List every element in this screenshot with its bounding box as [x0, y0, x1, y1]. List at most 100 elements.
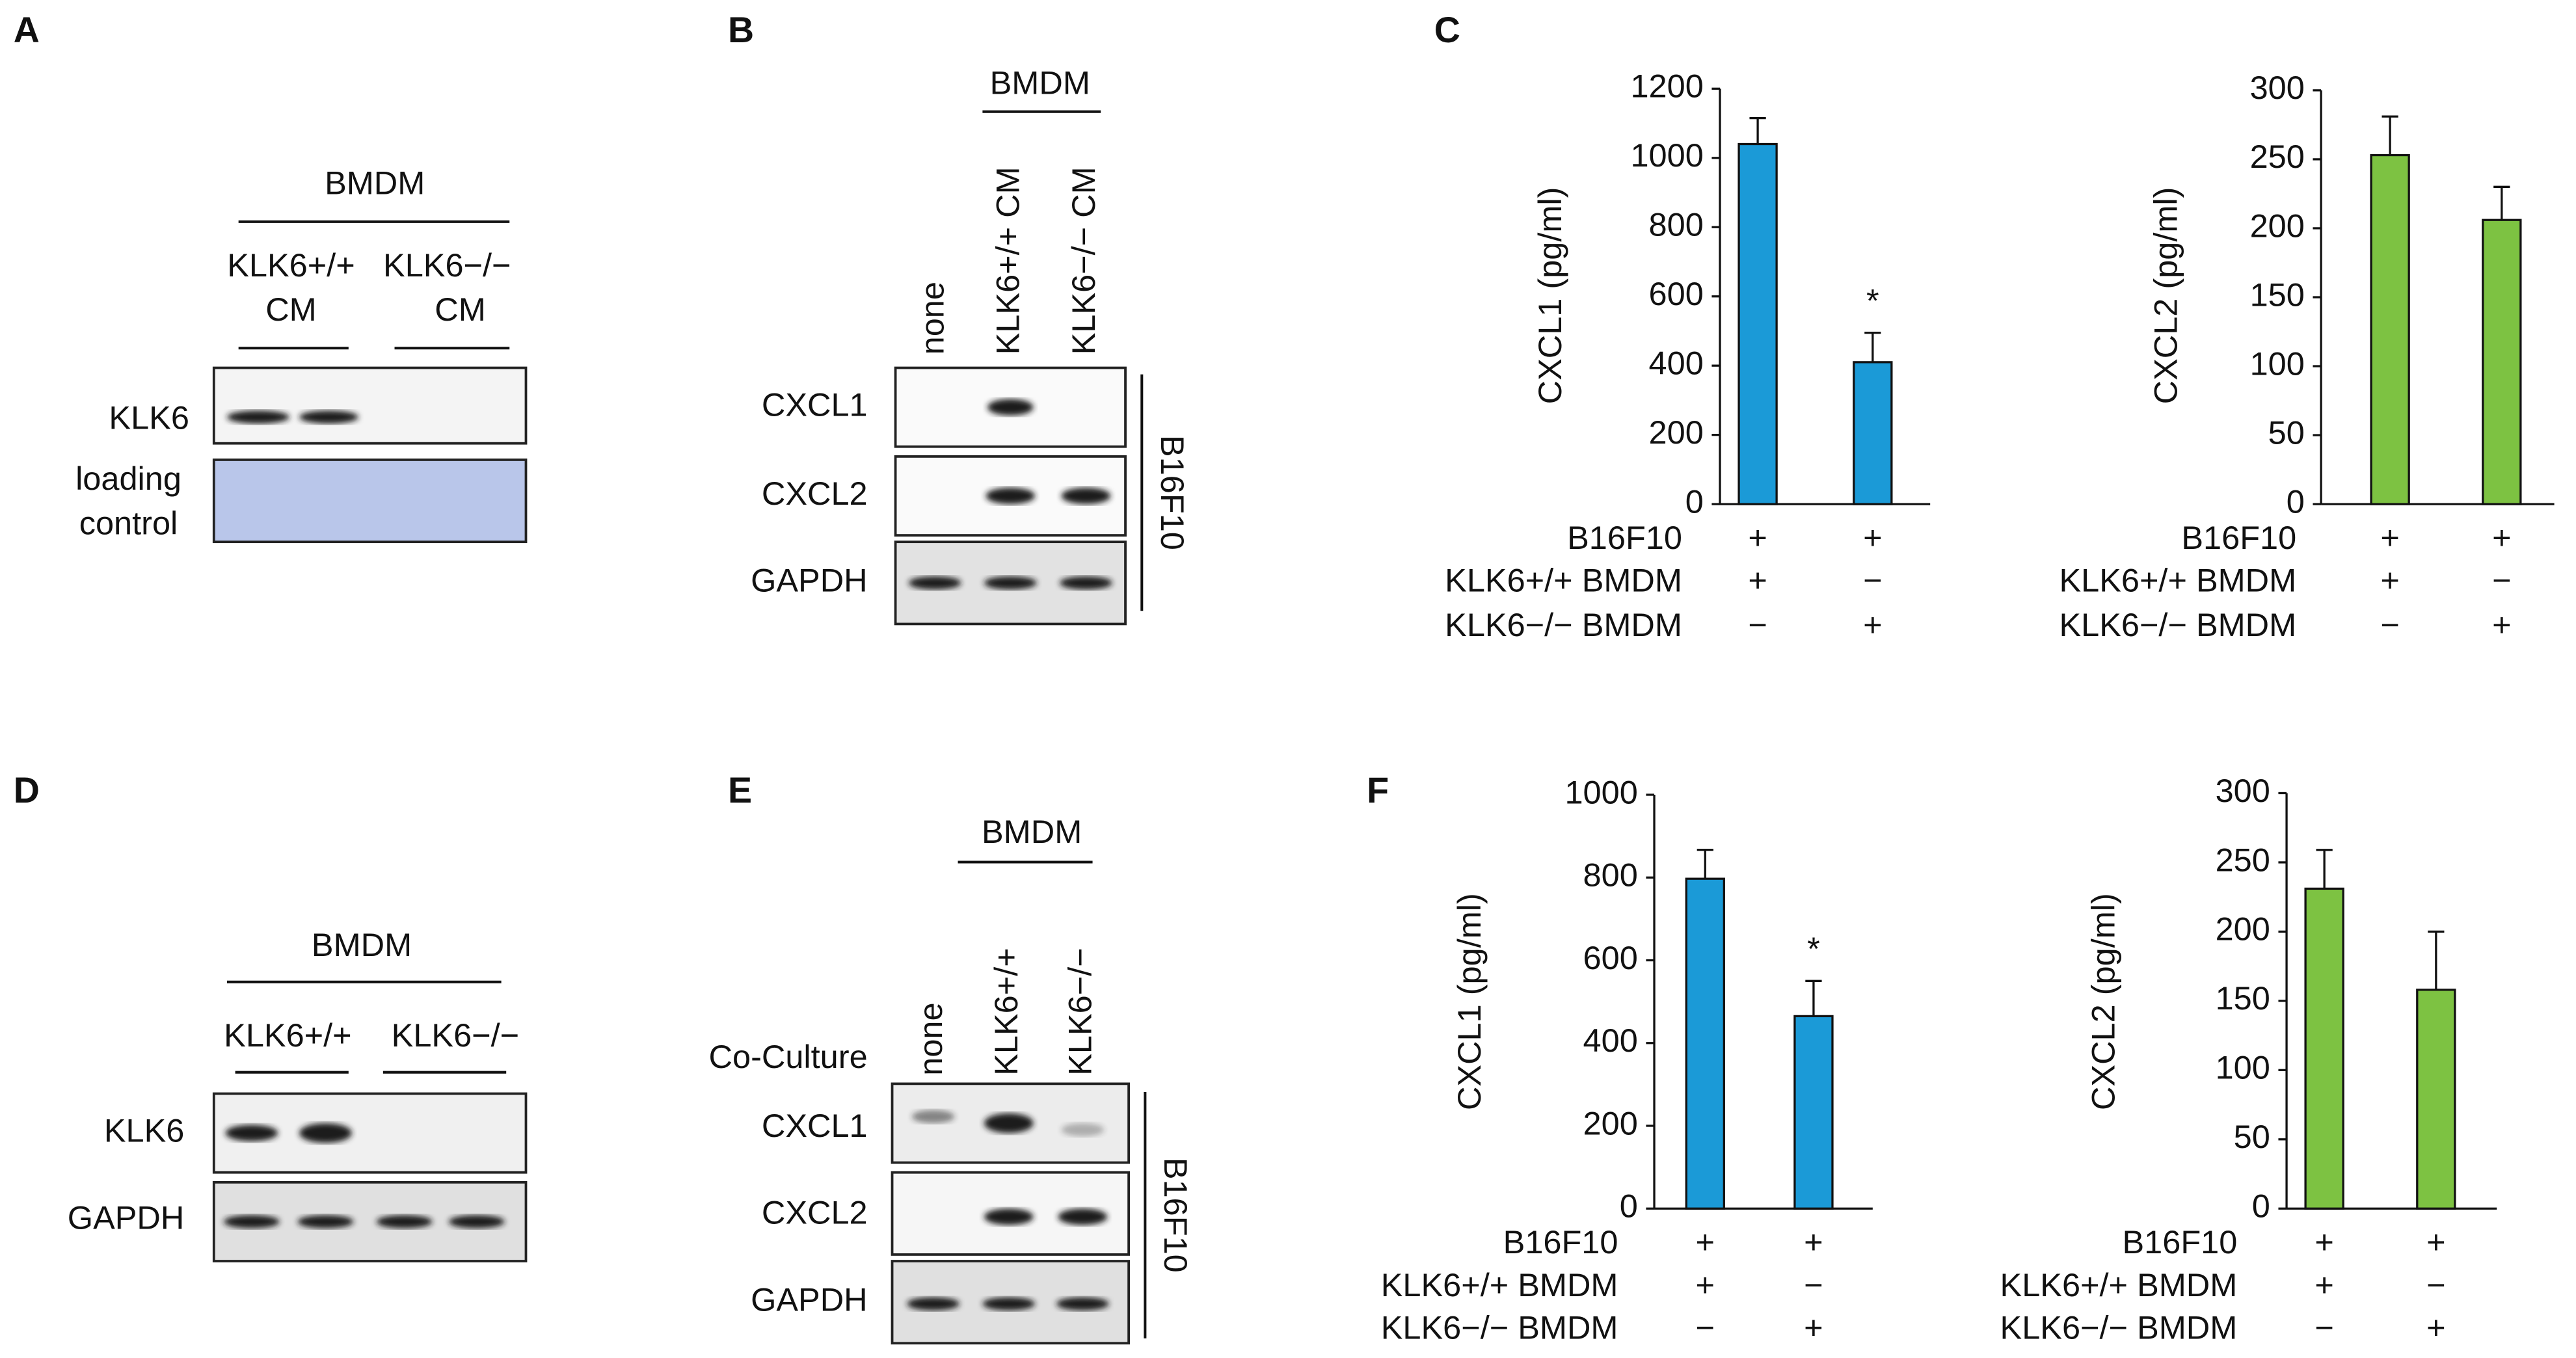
- condition-sign: +: [2380, 519, 2399, 556]
- condition-label: KLK6−/− BMDM: [2059, 606, 2296, 643]
- condition-label: Co-Culture: [709, 1038, 868, 1075]
- band: [987, 399, 1034, 416]
- y-axis-label: CXCL2 (pg/ml): [2085, 893, 2122, 1110]
- significance: *: [1807, 930, 1820, 967]
- y-tick-label: 50: [2234, 1118, 2270, 1155]
- blot-a: BMDM KLK6+/+ CM KLK6−/− CM KLK6 loading …: [75, 165, 528, 544]
- y-tick-label: 400: [1649, 345, 1704, 382]
- lane-label: KLK6−/−: [383, 246, 511, 284]
- panel-label: A: [14, 10, 40, 50]
- band: [986, 487, 1036, 505]
- band: [911, 1110, 955, 1123]
- condition-sign: −: [2314, 1309, 2333, 1346]
- y-tick-label: 200: [2216, 911, 2270, 948]
- condition-sign: +: [1696, 1266, 1715, 1303]
- condition-sign: −: [2492, 562, 2511, 599]
- lane-label: none: [912, 1002, 949, 1075]
- condition-label: KLK6+/+ BMDM: [1445, 562, 1682, 599]
- panel-label: F: [1367, 770, 1389, 810]
- row-label: GAPDH: [751, 562, 868, 599]
- y-tick-label: 300: [2216, 772, 2270, 809]
- condition-sign: +: [1748, 562, 1767, 599]
- panel-label: E: [728, 770, 752, 810]
- lane-label: KLK6−/−: [1062, 948, 1099, 1076]
- y-tick-label: 200: [1583, 1104, 1638, 1141]
- y-tick-label: 250: [2216, 841, 2270, 878]
- band: [225, 1125, 278, 1141]
- band: [226, 410, 289, 424]
- y-axis-label: CXCL1 (pg/ml): [1451, 893, 1488, 1110]
- y-tick-label: 200: [1649, 414, 1704, 451]
- y-axis-label: CXCL1 (pg/ml): [1531, 187, 1568, 405]
- bar: [1737, 142, 1778, 505]
- cell-label: B16F10: [1157, 1158, 1194, 1273]
- band: [448, 1215, 505, 1229]
- lane-label: KLK6−/−: [392, 1017, 520, 1054]
- bar: [1853, 361, 1893, 505]
- band: [982, 1297, 1036, 1311]
- band: [223, 1215, 280, 1229]
- group-label: BMDM: [325, 165, 425, 202]
- condition-label: B16F10: [1503, 1223, 1618, 1260]
- band: [1058, 1208, 1108, 1225]
- condition-sign: +: [1863, 519, 1882, 556]
- bar: [2482, 219, 2522, 505]
- bar: [2416, 989, 2456, 1210]
- significance: *: [1866, 282, 1879, 319]
- row-label: KLK6: [109, 399, 189, 436]
- y-tick-label: 200: [2250, 207, 2305, 244]
- band: [376, 1215, 433, 1229]
- condition-label: KLK6+/+ BMDM: [2059, 562, 2296, 599]
- blot-e: BMDM none KLK6+/+ KLK6−/− Co-Culture CXC…: [709, 813, 1194, 1345]
- lane-label: KLK6−/− CM: [1065, 166, 1102, 354]
- lane-label: KLK6+/+: [227, 246, 355, 284]
- condition-sign: +: [2314, 1266, 2333, 1303]
- lane-label: KLK6+/+: [987, 948, 1025, 1076]
- y-tick-label: 100: [2216, 1049, 2270, 1086]
- panel-label: C: [1434, 10, 1460, 50]
- lane-label: none: [914, 282, 951, 354]
- y-tick-label: 1000: [1564, 773, 1637, 810]
- y-tick-label: 0: [2287, 483, 2305, 520]
- panel-label: B: [728, 10, 754, 50]
- lane-label: KLK6+/+: [224, 1017, 352, 1054]
- y-tick-label: 150: [2216, 979, 2270, 1017]
- condition-sign: +: [1804, 1223, 1823, 1260]
- bar: [1685, 877, 1725, 1210]
- y-tick-label: 1000: [1630, 137, 1703, 174]
- band: [299, 410, 358, 424]
- condition-label: KLK6−/− BMDM: [1381, 1309, 1618, 1346]
- condition-label: KLK6+/+ BMDM: [1381, 1266, 1618, 1303]
- condition-label: KLK6+/+ BMDM: [2000, 1266, 2238, 1303]
- band: [908, 576, 961, 590]
- condition-sign: +: [2380, 562, 2399, 599]
- y-tick-label: 400: [1583, 1022, 1638, 1059]
- y-tick-label: 0: [2252, 1188, 2270, 1225]
- lane-label: CM: [265, 291, 317, 328]
- condition-sign: −: [1748, 606, 1767, 643]
- band: [1061, 487, 1111, 505]
- band: [1061, 1123, 1105, 1137]
- panel-label: D: [14, 770, 40, 810]
- band: [1056, 1297, 1109, 1311]
- lane-label: CM: [435, 291, 486, 328]
- condition-sign: +: [1804, 1309, 1823, 1346]
- y-tick-label: 800: [1649, 206, 1704, 243]
- condition-sign: +: [2314, 1223, 2333, 1260]
- condition-label: B16F10: [2122, 1223, 2237, 1260]
- condition-sign: −: [1863, 562, 1882, 599]
- cell-label: B16F10: [1154, 435, 1191, 550]
- band: [297, 1215, 354, 1229]
- y-tick-label: 150: [2250, 276, 2305, 313]
- blot-d: BMDM KLK6+/+ KLK6−/− KLK6 GAPDH: [68, 926, 528, 1262]
- row-label: GAPDH: [68, 1199, 185, 1236]
- condition-sign: −: [2380, 606, 2399, 643]
- y-tick-label: 250: [2250, 138, 2305, 175]
- condition-label: KLK6−/− BMDM: [1445, 606, 1682, 643]
- group-label: BMDM: [982, 813, 1082, 850]
- y-tick-label: 0: [1620, 1188, 1638, 1225]
- y-tick-label: 1200: [1630, 68, 1703, 105]
- band: [299, 1123, 352, 1143]
- y-tick-label: 50: [2268, 414, 2305, 451]
- row-label: CXCL2: [762, 475, 868, 512]
